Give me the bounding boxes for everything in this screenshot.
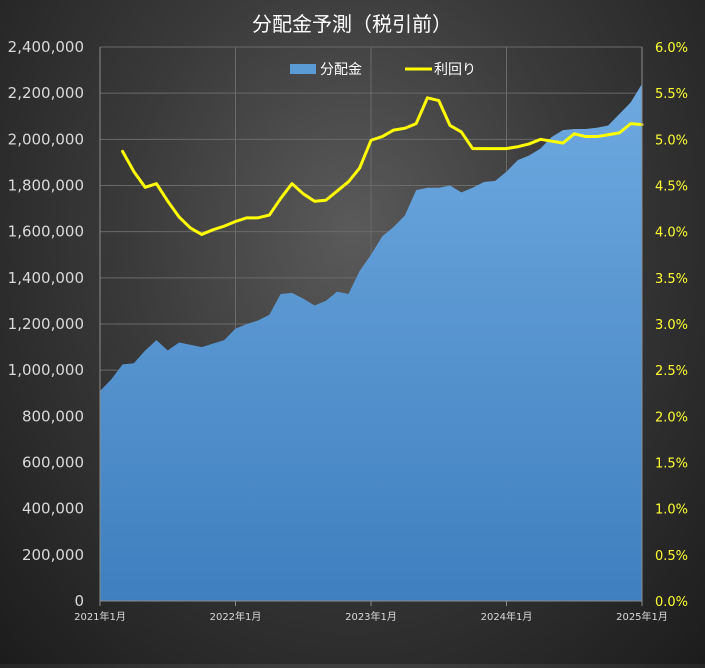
y-right-tick-label: 0.0% <box>655 595 688 610</box>
y-right-tick-label: 1.0% <box>655 503 688 518</box>
y-right-tick-label: 5.0% <box>655 133 688 148</box>
y-left-tick-label: 2,200,000 <box>8 84 84 102</box>
y-left-tick-label: 0 <box>74 592 84 610</box>
y-right-tick-label: 1.5% <box>655 457 688 472</box>
y-right-tick-label: 5.5% <box>655 87 688 102</box>
legend-label-line: 利回り <box>434 62 476 78</box>
y-left-tick-label: 1,200,000 <box>8 315 84 333</box>
area-layer <box>100 83 642 602</box>
series-area-dividend <box>100 83 642 602</box>
y-right-tick-label: 2.5% <box>655 364 688 379</box>
y-left-tick-label: 800,000 <box>22 407 84 425</box>
y-right-tick-label: 4.5% <box>655 180 688 195</box>
series-line-yield <box>121 96 644 236</box>
y-left-tick-label: 1,400,000 <box>8 269 84 287</box>
axis-layer: 0 0.0% 200,000 0.5% 400,000 1.0% 600,000 1.5% 80… <box>8 38 688 623</box>
x-tick-label: 2022年1月 <box>210 610 262 623</box>
y-left-tick-label: 1,000,000 <box>8 361 84 379</box>
y-left-tick-label: 600,000 <box>22 454 84 472</box>
x-tick-label: 2021年1月 <box>74 610 126 623</box>
x-tick-label: 2025年1月 <box>616 610 668 623</box>
y-left-tick-label: 1,600,000 <box>8 223 84 241</box>
x-tick-label: 2023年1月 <box>345 610 397 623</box>
y-left-tick-label: 2,400,000 <box>8 38 84 56</box>
y-left-tick-label: 400,000 <box>22 500 84 518</box>
y-right-tick-label: 2.0% <box>655 410 688 425</box>
x-tick-label: 2024年1月 <box>481 610 533 623</box>
legend-swatch-area <box>290 64 316 74</box>
y-left-tick-label: 2,000,000 <box>8 130 84 148</box>
chart-title: 分配金予測（税引前） <box>252 12 452 36</box>
line-layer <box>121 96 644 236</box>
legend-label-area: 分配金 <box>320 62 362 78</box>
y-right-tick-label: 4.0% <box>655 226 688 241</box>
y-left-tick-label: 1,800,000 <box>8 177 84 195</box>
y-right-tick-label: 0.5% <box>655 549 688 564</box>
y-right-tick-label: 6.0% <box>655 41 688 56</box>
y-right-tick-label: 3.0% <box>655 318 688 333</box>
y-left-tick-label: 200,000 <box>22 546 84 564</box>
legend: 分配金 利回り <box>290 62 476 78</box>
y-right-tick-label: 3.5% <box>655 272 688 287</box>
